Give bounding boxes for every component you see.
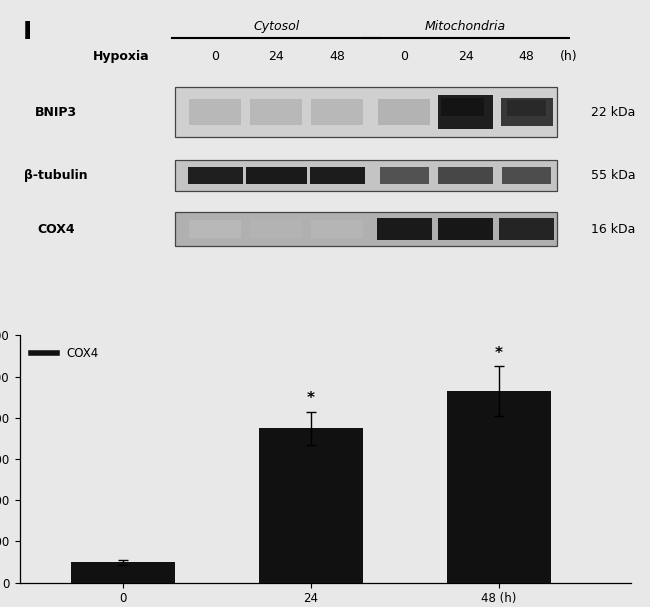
Bar <box>310 168 365 185</box>
Bar <box>499 218 554 240</box>
Bar <box>441 98 484 116</box>
Text: Mitochondria: Mitochondria <box>425 20 506 33</box>
Bar <box>500 98 552 126</box>
Text: I: I <box>23 20 32 44</box>
Bar <box>502 168 551 185</box>
Text: 55 kDa: 55 kDa <box>591 169 636 182</box>
Text: Hypoxia: Hypoxia <box>93 50 150 63</box>
Bar <box>176 87 557 137</box>
Bar <box>189 220 241 238</box>
Bar <box>189 99 241 125</box>
Text: 24: 24 <box>268 50 284 63</box>
Text: 48: 48 <box>519 50 534 63</box>
Text: (h): (h) <box>560 50 578 63</box>
Bar <box>380 168 429 185</box>
Text: 0: 0 <box>211 50 219 63</box>
Bar <box>311 99 363 125</box>
Bar <box>377 218 432 240</box>
Bar <box>188 168 242 185</box>
Text: *: * <box>307 392 315 407</box>
Text: BNIP3: BNIP3 <box>35 106 77 118</box>
Bar <box>250 99 302 125</box>
Text: COX4: COX4 <box>37 223 75 236</box>
Text: 16 kDa: 16 kDa <box>591 223 635 236</box>
Bar <box>438 168 493 185</box>
Bar <box>176 160 557 191</box>
Bar <box>250 220 302 238</box>
Bar <box>176 212 557 246</box>
Bar <box>438 218 493 240</box>
Bar <box>378 99 430 125</box>
Text: β-tubulin: β-tubulin <box>24 169 88 182</box>
Text: 48: 48 <box>330 50 345 63</box>
Text: *: * <box>495 346 503 361</box>
Text: 22 kDa: 22 kDa <box>591 106 635 118</box>
Text: 0: 0 <box>400 50 408 63</box>
Bar <box>246 168 307 185</box>
Bar <box>311 220 363 238</box>
Bar <box>259 428 363 583</box>
Text: Cytosol: Cytosol <box>253 20 299 33</box>
Bar <box>507 101 547 116</box>
Bar <box>438 95 493 129</box>
Bar <box>72 562 175 583</box>
Text: 24: 24 <box>458 50 473 63</box>
Legend: COX4: COX4 <box>25 341 105 366</box>
Bar <box>447 391 551 583</box>
